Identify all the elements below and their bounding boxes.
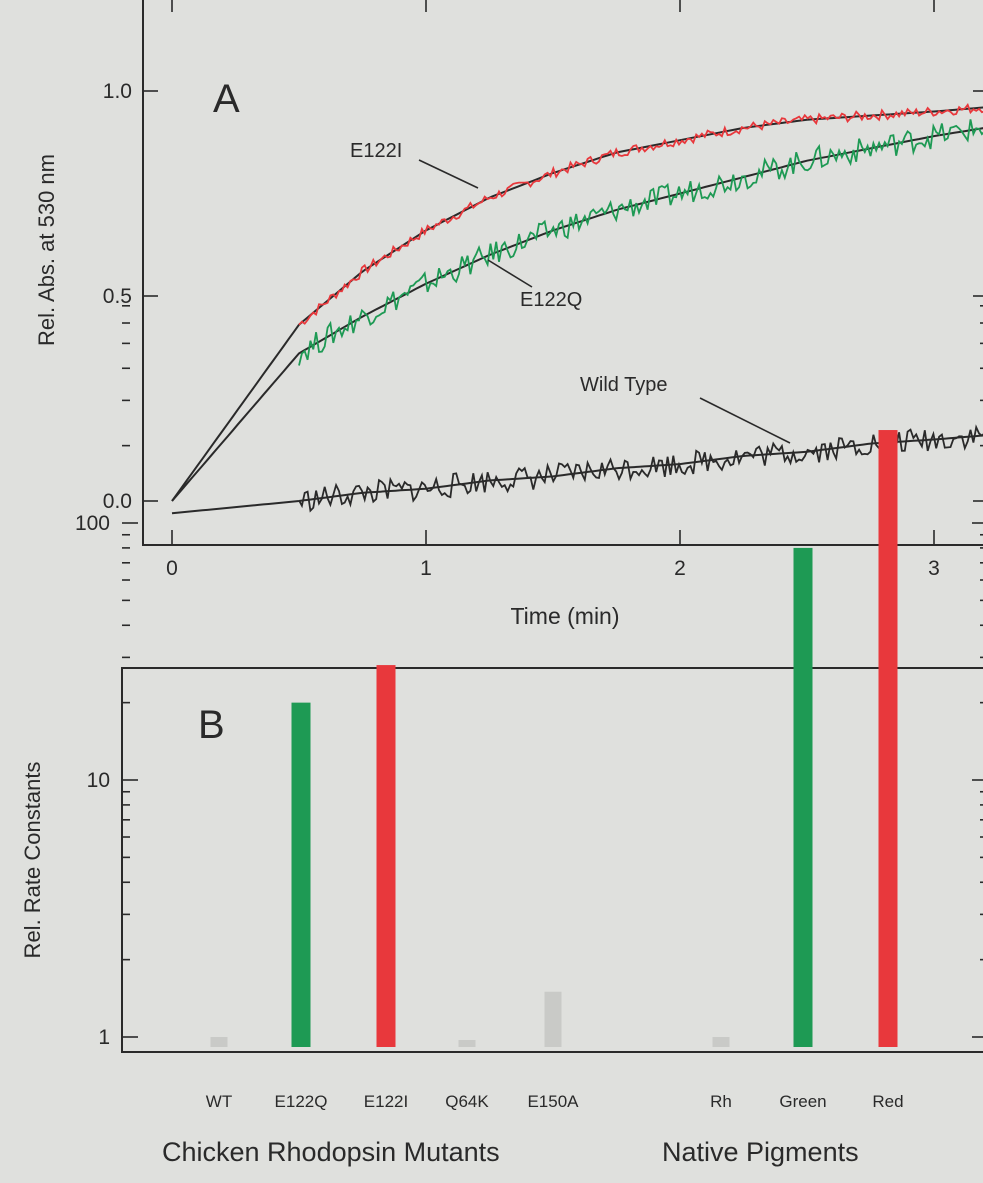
x-tick-label-0: 0 — [166, 557, 178, 580]
panel-a-axes-ticks: 0 1 2 3 0.0 0.5 1.0 — [103, 0, 983, 580]
panel-b-y-axis-label: Rel. Rate Constants — [20, 762, 45, 959]
bar-green — [793, 547, 813, 1047]
category-label-e122q: E122Q — [275, 1092, 328, 1111]
series-trace-wild-type — [298, 424, 983, 513]
group-label-native: Native Pigments — [662, 1137, 859, 1167]
bar-q64k — [458, 1040, 476, 1047]
category-label-green: Green — [779, 1092, 826, 1111]
b-y-tick-label-2: 100 — [75, 512, 110, 535]
series-trace-e122q — [298, 119, 983, 366]
leader-e122i — [418, 159, 479, 189]
y-tick-label-0: 0.0 — [103, 490, 132, 513]
panel-a-frame — [142, 0, 983, 546]
panel-a-data-series — [298, 102, 983, 513]
series-trace-e122i — [298, 102, 983, 326]
y-tick-label-2: 1.0 — [103, 80, 132, 103]
x-tick-label-2: 2 — [674, 557, 686, 580]
x-tick-label-1: 1 — [420, 557, 432, 580]
panel-a-line-chart: A Rel. Abs. at 530 nm Time (min) 0 1 2 3 0.0… — [34, 0, 983, 629]
group-label-mutants: Chicken Rhodopsin Mutants — [162, 1137, 500, 1167]
bar-e122q — [291, 702, 311, 1047]
panel-b-category-labels: WT E122Q E122I Q64K E150A Rh Green Red — [206, 1092, 904, 1111]
panel-a-x-axis-label: Time (min) — [510, 603, 619, 629]
annotation-e122q: E122Q — [520, 289, 582, 311]
fit-curve-wild-type — [171, 434, 983, 515]
b-y-tick-label-1: 10 — [87, 769, 110, 792]
category-label-red: Red — [872, 1092, 903, 1111]
fit-curve-e122i — [171, 106, 983, 502]
annotation-wild-type: Wild Type — [580, 374, 667, 396]
panel-b-frame — [121, 667, 983, 1053]
b-y-tick-label-0: 1 — [98, 1026, 110, 1049]
x-tick-label-3: 3 — [928, 557, 940, 580]
panel-b-bars — [210, 430, 898, 1047]
leader-wild-type — [699, 397, 791, 444]
category-label-e150a: E150A — [527, 1092, 579, 1111]
bar-red — [878, 430, 898, 1047]
category-label-e122i: E122I — [364, 1092, 408, 1111]
annotation-e122i: E122I — [350, 140, 402, 162]
category-label-rh: Rh — [710, 1092, 732, 1111]
category-label-q64k: Q64K — [445, 1092, 489, 1111]
panel-a-y-axis-label: Rel. Abs. at 530 nm — [34, 154, 59, 346]
bar-e150a — [544, 991, 562, 1047]
bar-e122i — [376, 665, 396, 1047]
bar-rh — [712, 1037, 730, 1047]
panel-b-label: B — [198, 703, 225, 747]
panel-a-label: A — [213, 77, 240, 121]
bar-wt — [210, 1037, 228, 1047]
leader-e122q — [487, 259, 533, 288]
category-label-wt: WT — [206, 1092, 232, 1111]
y-tick-label-1: 0.5 — [103, 285, 132, 308]
